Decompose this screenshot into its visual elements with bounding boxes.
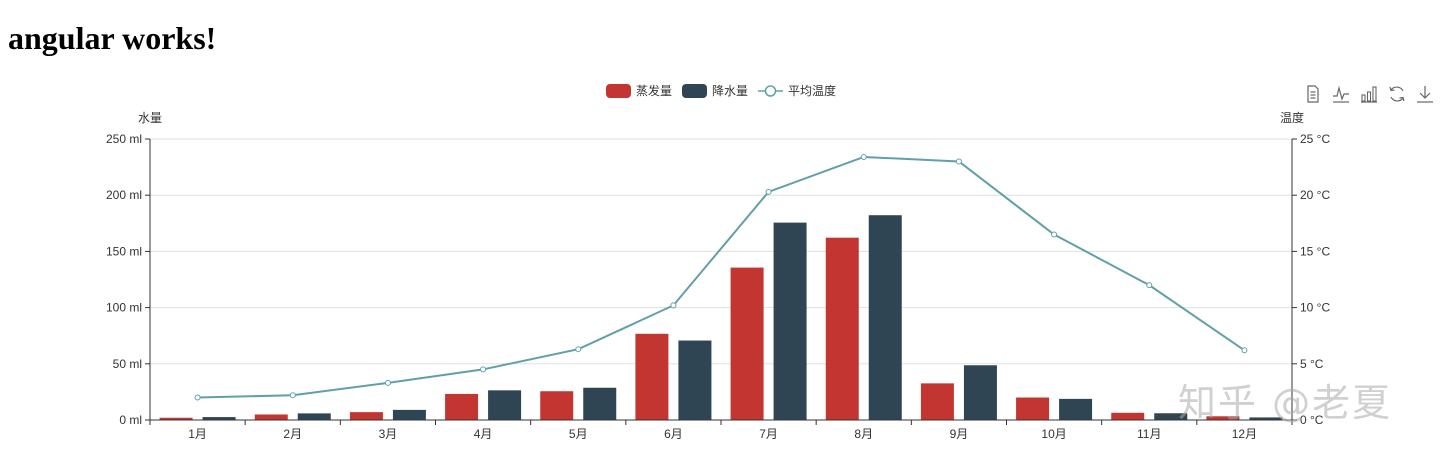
line-point — [860, 153, 867, 160]
bar — [392, 409, 426, 420]
bar — [488, 390, 522, 420]
bar — [825, 237, 859, 420]
line-point — [289, 392, 296, 399]
y-left-axis-name: 水量 — [138, 111, 162, 125]
y-right-tick-label: 15 °C — [1300, 244, 1330, 258]
bar — [773, 222, 807, 420]
y-left-tick-label: 150 ml — [106, 244, 142, 258]
bar — [349, 412, 383, 420]
x-tick-label: 2月 — [283, 427, 302, 441]
bar — [1154, 413, 1188, 420]
x-tick-label: 5月 — [569, 427, 588, 441]
x-tick-label: 8月 — [854, 427, 873, 441]
x-tick-label: 6月 — [664, 427, 683, 441]
legend-item[interactable]: 平均温度 — [758, 82, 836, 99]
y-left-tick-label: 0 ml — [119, 413, 142, 427]
x-tick-label: 12月 — [1232, 427, 1257, 441]
bar — [1111, 412, 1145, 420]
line-point — [1051, 231, 1058, 238]
page-heading: angular works! — [8, 20, 217, 56]
y-right-tick-label: 25 °C — [1300, 132, 1330, 146]
chart-legend: 蒸发量 降水量 平均温度 — [606, 82, 846, 99]
line-point — [194, 394, 201, 401]
x-tick-label: 7月 — [759, 427, 778, 441]
line-point — [575, 346, 582, 353]
x-tick-label: 9月 — [950, 427, 969, 441]
download-icon[interactable] — [1415, 84, 1435, 104]
y-right-tick-label: 20 °C — [1300, 188, 1330, 202]
bar — [963, 365, 997, 420]
y-left-tick-label: 250 ml — [106, 132, 142, 146]
y-right-tick-label: 5 °C — [1300, 357, 1324, 371]
bar — [678, 340, 712, 420]
line-point — [480, 366, 487, 373]
bar — [1249, 417, 1283, 420]
legend-swatch-icon — [606, 83, 631, 98]
legend-item[interactable]: 降水量 — [682, 82, 748, 99]
line-point — [955, 158, 962, 165]
y-left-tick-label: 100 ml — [106, 301, 142, 315]
legend-label: 蒸发量 — [636, 84, 673, 98]
bar — [445, 393, 479, 420]
y-left-tick-label: 50 ml — [113, 357, 142, 371]
bar-chart-icon[interactable] — [1359, 84, 1379, 104]
x-tick-label: 10月 — [1041, 427, 1066, 441]
legend-item[interactable]: 蒸发量 — [606, 82, 672, 99]
bar — [202, 417, 236, 420]
x-tick-label: 1月 — [188, 427, 207, 441]
bar — [254, 414, 288, 420]
bar — [1206, 416, 1240, 420]
x-tick-label: 4月 — [474, 427, 493, 441]
bar — [920, 383, 954, 420]
legend-label: 平均温度 — [788, 84, 837, 98]
chart-toolbox — [1303, 84, 1440, 104]
legend-swatch-icon — [682, 83, 708, 98]
bar — [159, 417, 193, 420]
line-point — [1241, 347, 1248, 354]
y-right-tick-label: 0 °C — [1300, 413, 1324, 427]
bar — [730, 267, 764, 420]
x-tick-label: 11月 — [1137, 427, 1161, 441]
bar — [297, 413, 331, 420]
y-right-tick-label: 10 °C — [1300, 301, 1330, 315]
line-point — [765, 188, 772, 195]
legend-label: 降水量 — [712, 84, 749, 98]
y-left-tick-label: 200 ml — [106, 188, 142, 202]
bar — [635, 333, 669, 420]
line-point — [670, 302, 677, 309]
data-view-icon[interactable] — [1303, 84, 1323, 104]
watermark: 知乎 @老夏 — [1178, 381, 1393, 425]
bar — [1059, 398, 1093, 420]
line-point — [1146, 282, 1153, 289]
bar — [1016, 397, 1050, 420]
bar — [583, 387, 617, 420]
y-right-axis-name: 温度 — [1280, 110, 1304, 125]
line-chart-icon[interactable] — [1331, 84, 1351, 104]
restore-icon[interactable] — [1387, 84, 1407, 104]
x-tick-label: 3月 — [379, 427, 398, 441]
line-point — [384, 379, 391, 386]
bar — [540, 391, 574, 420]
bar — [868, 215, 902, 420]
legend-line-icon — [758, 84, 784, 97]
temperature-line — [197, 155, 1245, 399]
